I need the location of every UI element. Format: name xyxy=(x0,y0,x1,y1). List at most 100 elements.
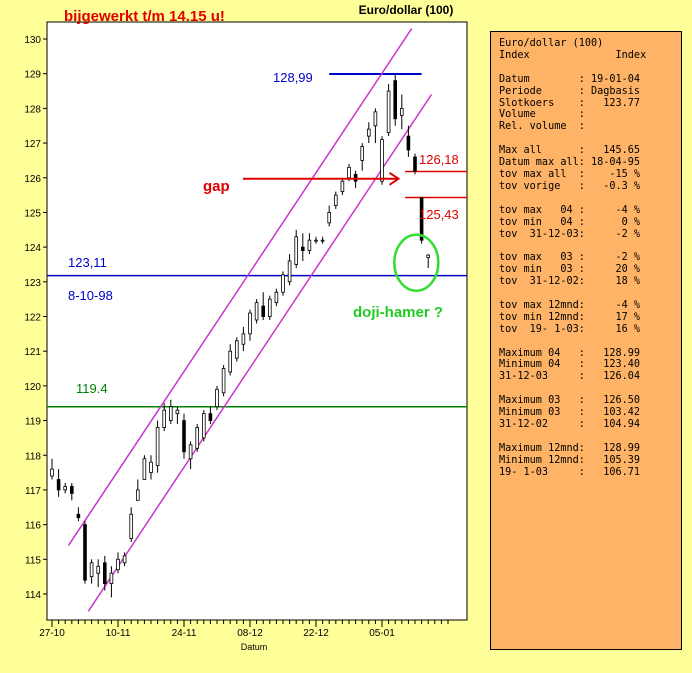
candle-body-up xyxy=(116,558,120,571)
label-support-date: 8-10-98 xyxy=(68,288,113,303)
candle-body-up xyxy=(327,212,331,224)
label-128-99: 128,99 xyxy=(273,70,313,85)
candle-body-up xyxy=(281,274,285,293)
candle-body-up xyxy=(96,565,101,574)
info-panel-text: Euro/dollar (100) Index Index Datum : 19… xyxy=(499,38,647,478)
candle-body-up xyxy=(228,350,233,373)
candle-body-up xyxy=(366,128,371,137)
label-123-11: 123,11 xyxy=(68,255,107,270)
candle-body-up xyxy=(241,333,246,345)
candle-body-up xyxy=(340,180,345,193)
y-tick-label-122: 122 xyxy=(24,313,41,324)
candle-body-up xyxy=(254,302,259,321)
candle-body-up xyxy=(195,427,200,449)
y-tick-label-115: 115 xyxy=(25,555,41,566)
candle-body-down xyxy=(83,524,87,581)
candle-body-down xyxy=(393,80,397,120)
candle-body-down xyxy=(182,420,186,453)
label-125-43: 125,43 xyxy=(419,207,459,222)
candle-body-up xyxy=(347,166,351,179)
y-tick-label-129: 129 xyxy=(24,70,41,81)
y-tick-label-116: 116 xyxy=(25,521,41,532)
x-tick-label-10-11: 10-11 xyxy=(106,628,131,639)
candle-body-up xyxy=(89,562,94,578)
candle-body-up xyxy=(129,513,134,539)
x-tick-label-24-11: 24-11 xyxy=(172,628,197,639)
candle-body-up xyxy=(201,413,206,439)
candle-body-down xyxy=(413,156,417,172)
candle-body-up xyxy=(175,409,180,415)
candle-body-up xyxy=(122,555,127,564)
candle-body-up xyxy=(373,111,378,127)
x-axis: 27-10 10-11 24-11 08-12 22-12 05-01 xyxy=(39,620,449,639)
candle-body-up xyxy=(314,239,318,242)
candle-body-up xyxy=(135,489,140,501)
doji-circle xyxy=(393,233,440,292)
candle-body-down xyxy=(406,135,411,151)
channel-lower-line xyxy=(87,94,433,612)
gap-arrow-head xyxy=(388,171,401,186)
x-tick-label-08-12: 08-12 xyxy=(237,628,263,639)
x-tick-label-27-10: 27-10 xyxy=(39,628,65,639)
y-axis: 114 115 116 117 118 119 120 121 122 123 124 125 126 1… xyxy=(24,35,47,601)
candle-body-up xyxy=(380,139,384,182)
candle-body-up xyxy=(149,461,153,473)
candle-body-up xyxy=(63,486,67,491)
x-tick-label-05-01: 05-01 xyxy=(369,628,395,639)
candle-body-up xyxy=(155,427,160,467)
y-tick-label-124: 124 xyxy=(24,243,41,254)
y-tick-label-127: 127 xyxy=(24,139,41,150)
candle-body-down xyxy=(353,173,358,182)
candle-body-up xyxy=(426,254,430,258)
candle-body-up xyxy=(267,298,272,317)
candle-body-up xyxy=(221,368,226,394)
candle-body-up xyxy=(287,260,292,283)
candle-body-up xyxy=(333,194,338,206)
y-tick-label-130: 130 xyxy=(24,35,41,46)
candle-body-down xyxy=(70,486,74,494)
x-axis-label: Datum xyxy=(241,642,268,652)
label-126-18: 126,18 xyxy=(419,152,459,167)
candle-body-up xyxy=(234,340,239,359)
candle-body-up xyxy=(50,468,54,477)
y-tick-label-121: 121 xyxy=(24,347,41,358)
label-119-4: 119.4 xyxy=(76,381,108,396)
candle-body-down xyxy=(208,413,213,421)
candle-body-down xyxy=(76,513,81,519)
trend-channel xyxy=(67,28,433,612)
y-tick-label-119: 119 xyxy=(25,417,41,428)
candle-body-up xyxy=(386,90,391,134)
y-tick-label-126: 126 xyxy=(24,174,41,185)
y-tick-label-114: 114 xyxy=(25,590,41,601)
candle-body-up xyxy=(399,107,404,116)
candle-body-down xyxy=(103,562,107,584)
y-tick-label-123: 123 xyxy=(24,278,41,289)
candle-body-down xyxy=(56,479,61,491)
y-tick-label-125: 125 xyxy=(24,208,41,219)
candle-body-up xyxy=(162,409,167,428)
y-tick-label-128: 128 xyxy=(24,104,41,115)
doji-label: doji-hamer ? xyxy=(353,304,444,321)
gap-label: gap xyxy=(203,178,230,195)
candle-body-up xyxy=(294,236,298,265)
candle-body-down xyxy=(261,305,265,317)
chart-title: Euro/dollar (100) xyxy=(359,3,454,17)
candle-body-down xyxy=(419,197,424,241)
candle-body-up xyxy=(215,388,219,408)
candle-body-up xyxy=(360,146,364,161)
candle-body-up xyxy=(109,572,114,584)
candle-body-up xyxy=(142,458,147,480)
candle-body-up xyxy=(307,239,312,251)
info-panel: Euro/dollar (100) Index Index Datum : 19… xyxy=(490,31,682,650)
annotations-overlay xyxy=(243,171,440,292)
candle-body-up xyxy=(274,291,279,304)
candle-body-up xyxy=(188,444,193,460)
y-tick-label-118: 118 xyxy=(25,451,41,462)
candle-body-up xyxy=(168,406,173,421)
y-tick-label-120: 120 xyxy=(24,382,41,393)
x-tick-label-22-12: 22-12 xyxy=(303,628,329,639)
candle-body-up xyxy=(248,312,252,335)
candle-body-up xyxy=(320,239,325,242)
channel-upper-line xyxy=(67,28,413,546)
